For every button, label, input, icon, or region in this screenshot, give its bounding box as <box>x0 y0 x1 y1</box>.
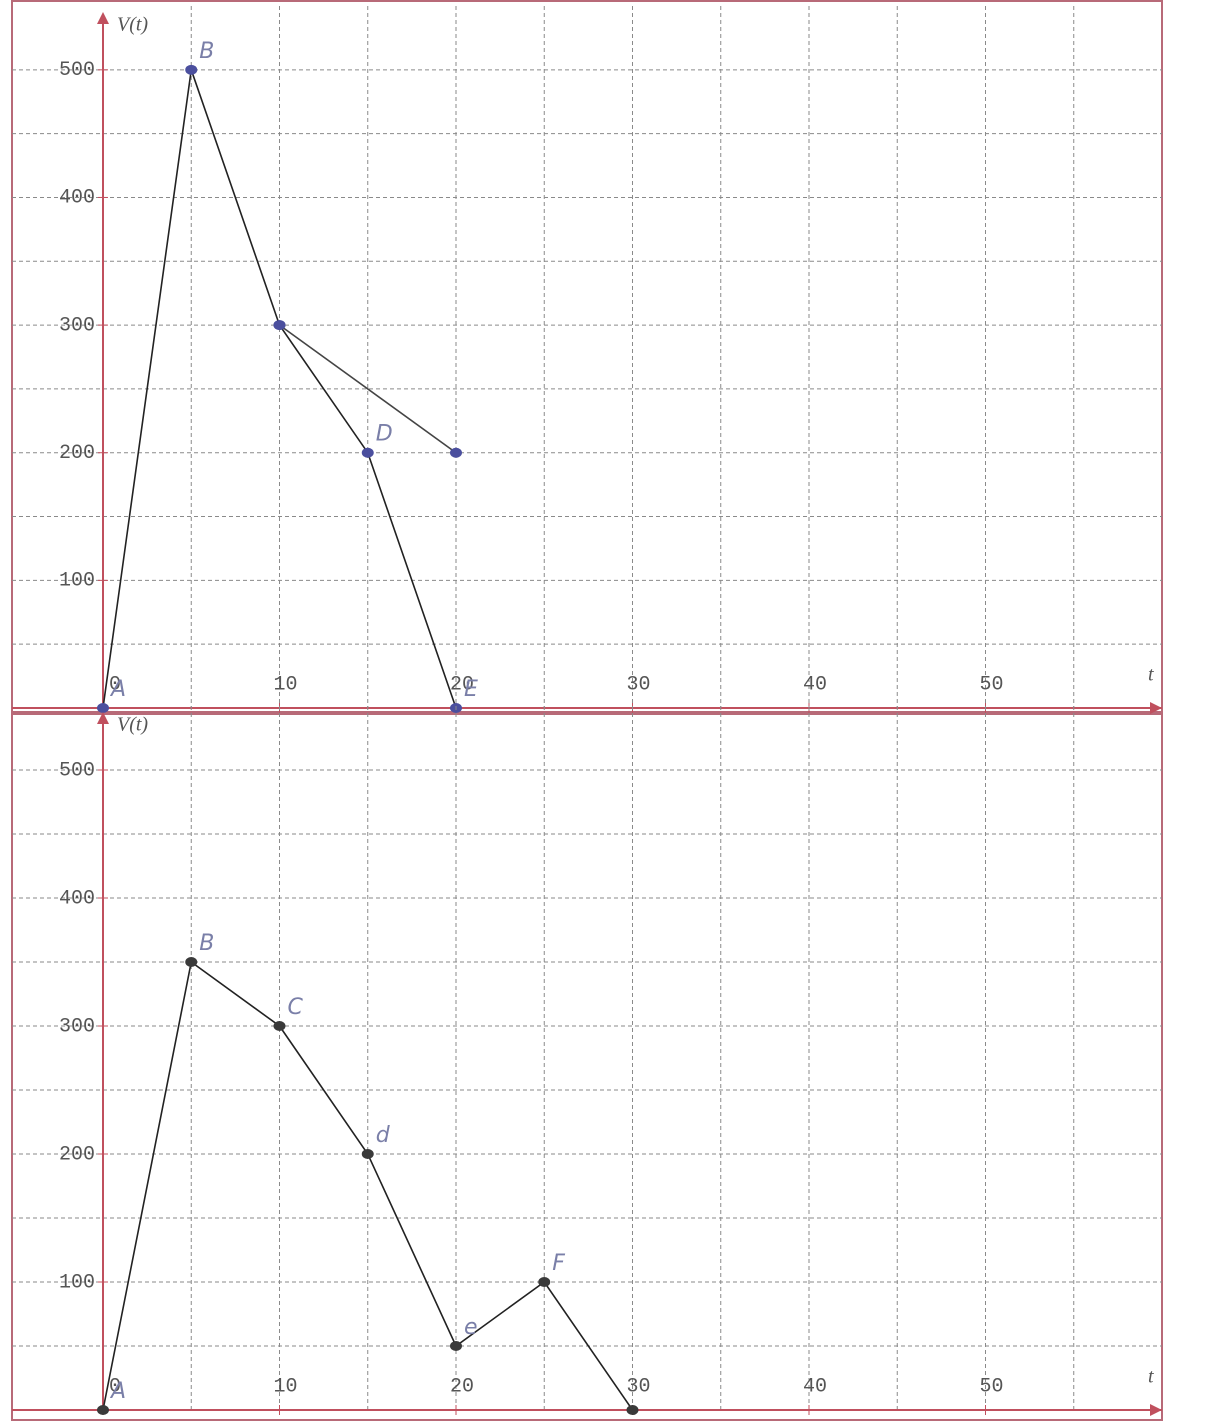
y-tick-label: 200 <box>59 442 95 465</box>
data-point <box>97 703 109 713</box>
data-point <box>362 448 374 458</box>
x-tick-label: 50 <box>979 673 1003 696</box>
data-point <box>274 320 286 330</box>
y-tick-label: 300 <box>59 1015 95 1038</box>
point-label: F <box>552 1251 565 1276</box>
x-axis-arrow <box>1150 1404 1162 1416</box>
data-point <box>185 65 197 75</box>
point-label: d <box>376 1123 391 1148</box>
data-point <box>185 957 197 967</box>
chart-frame <box>12 1 1162 712</box>
y-axis-title: V(t) <box>117 14 148 36</box>
chart-frame <box>12 714 1162 1420</box>
x-tick-label: 50 <box>979 1375 1003 1398</box>
point-label: D <box>376 422 393 447</box>
x-tick-label: 40 <box>803 1375 827 1398</box>
y-tick-label: 400 <box>59 187 95 210</box>
point-label: A <box>109 677 126 702</box>
data-point <box>274 1021 286 1031</box>
data-point <box>362 1149 374 1159</box>
x-axis-title: t <box>1148 1366 1154 1388</box>
point-label: E <box>464 677 478 702</box>
y-tick-label: 200 <box>59 1143 95 1166</box>
x-tick-label: 30 <box>626 1375 650 1398</box>
x-tick-label: 10 <box>273 673 297 696</box>
x-tick-label: 40 <box>803 673 827 696</box>
y-tick-label: 100 <box>59 570 95 593</box>
x-tick-label: 30 <box>626 673 650 696</box>
y-tick-label: 400 <box>59 887 95 910</box>
x-axis-title: t <box>1148 664 1154 686</box>
point-label: e <box>464 1315 478 1340</box>
point-label: A <box>109 1379 126 1404</box>
page: 01020304050100200300400500V(t)tABDE01020… <box>0 0 1211 1423</box>
data-point <box>97 1405 109 1415</box>
y-axis-title: V(t) <box>117 714 148 736</box>
x-tick-label: 20 <box>450 1375 474 1398</box>
point-label: C <box>288 995 304 1020</box>
point-label: B <box>199 931 214 956</box>
y-tick-label: 500 <box>59 759 95 782</box>
x-tick-label: 10 <box>273 1375 297 1398</box>
point-label: B <box>199 39 214 64</box>
y-tick-label: 500 <box>59 59 95 82</box>
data-point <box>450 1341 462 1351</box>
data-point <box>450 448 462 458</box>
y-tick-label: 100 <box>59 1271 95 1294</box>
data-point <box>627 1405 639 1415</box>
data-point <box>538 1277 550 1287</box>
y-tick-label: 300 <box>59 314 95 337</box>
y-axis-arrow <box>97 12 109 24</box>
worksheet: 01020304050100200300400500V(t)tABDE01020… <box>0 0 1211 1423</box>
